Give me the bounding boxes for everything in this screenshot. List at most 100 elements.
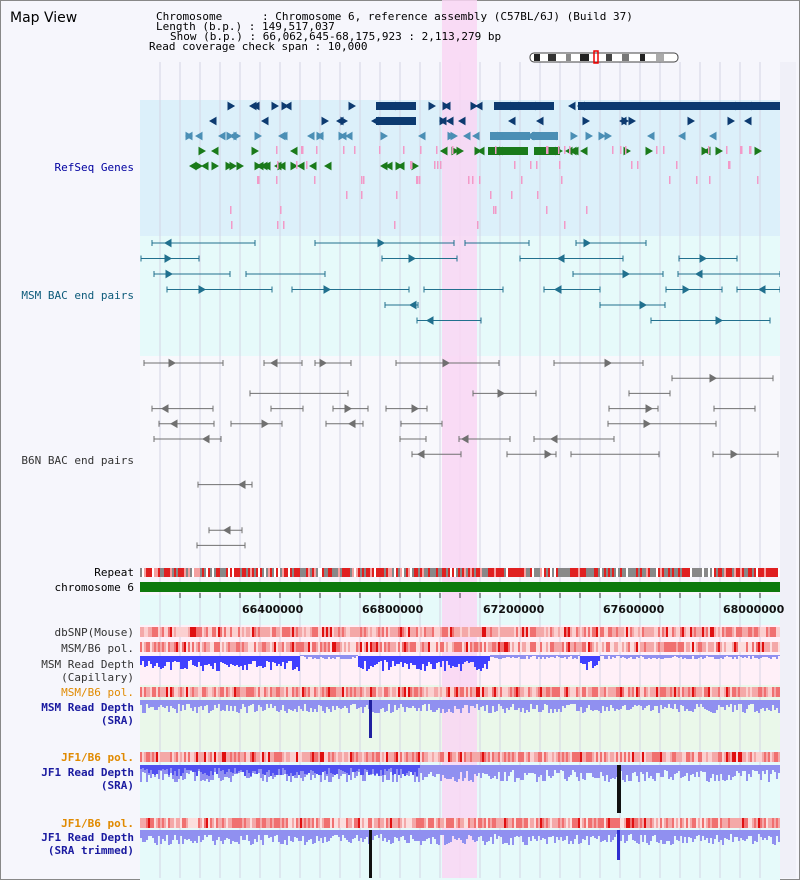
polymorphism-strip-cell: [630, 752, 632, 762]
read-depth-bar: [220, 765, 222, 771]
read-depth-bar: [186, 656, 188, 669]
read-depth-bar: [194, 765, 196, 781]
track-label-b6n-bac[interactable]: B6N BAC end pairs: [21, 454, 134, 467]
polymorphism-strip-cell: [634, 752, 636, 762]
read-depth-bar: [534, 765, 536, 774]
read-depth-bar: [360, 830, 362, 838]
polymorphism-strip-cell: [634, 642, 636, 652]
polymorphism-strip-cell: [520, 642, 522, 652]
read-depth-bar: [458, 700, 460, 709]
polymorphism-strip-cell: [694, 627, 696, 637]
polymorphism-strip-cell: [682, 627, 684, 637]
polymorphism-strip-cell: [338, 642, 340, 652]
read-depth-bar: [378, 700, 380, 713]
polymorphism-strip-cell: [308, 687, 310, 697]
read-depth-bar: [206, 765, 208, 775]
polymorphism-strip-cell: [602, 687, 604, 697]
read-depth-bar: [532, 830, 534, 836]
polymorphism-strip-cell: [282, 627, 284, 637]
b6n-bac-pair-arrow: [261, 419, 269, 429]
b6n-bac-pair-arrow: [604, 358, 612, 368]
repeat-segment: [326, 568, 328, 577]
repeat-segment: [350, 568, 352, 577]
polymorphism-strip-cell: [472, 627, 474, 637]
polymorphism-strip-cell: [670, 818, 672, 828]
read-depth-bar: [332, 830, 334, 836]
repeat-segment: [462, 568, 464, 577]
read-depth-bar: [522, 655, 524, 659]
read-depth-bar: [570, 655, 572, 656]
read-depth-bar: [282, 765, 284, 775]
read-depth-bar: [428, 700, 430, 704]
msm-bac-pair-arrow: [377, 238, 385, 248]
polymorphism-strip-cell: [488, 627, 490, 637]
track-label-jf1-b6-pol-2[interactable]: JF1/B6 pol.: [61, 817, 134, 830]
read-depth-bar: [202, 830, 204, 840]
track-label-jf1-depth-sra[interactable]: JF1 Read Depth: [41, 766, 134, 779]
read-depth-bar: [536, 700, 538, 705]
track-label-msm-b6-pol[interactable]: MSM/B6 pol.: [61, 642, 134, 655]
track-label-msm-depth-sra[interactable]: MSM Read Depth: [41, 701, 134, 714]
polymorphism-strip-cell: [708, 642, 710, 652]
polymorphism-strip-cell: [228, 687, 230, 697]
polymorphism-strip-cell: [540, 752, 542, 762]
polymorphism-strip-cell: [432, 687, 434, 697]
polymorphism-strip-cell: [726, 818, 728, 828]
read-depth-bar: [698, 655, 700, 658]
read-depth-bar: [586, 830, 588, 836]
polymorphism-strip-cell: [758, 642, 760, 652]
track-label-jf1-depth-trimmed[interactable]: JF1 Read Depth: [41, 831, 134, 844]
read-depth-bar: [144, 765, 146, 770]
track-label-jf1-b6-pol[interactable]: JF1/B6 pol.: [61, 751, 134, 764]
polymorphism-strip-cell: [294, 627, 296, 637]
gene-arrow: [418, 131, 426, 141]
read-depth-bar: [470, 830, 472, 836]
track-label-msm-depth-capillary[interactable]: MSM Read Depth: [41, 658, 134, 671]
read-depth-bar: [754, 700, 756, 712]
polymorphism-strip-cell: [622, 627, 624, 637]
track-label-msm-b6-pol-2[interactable]: MSM/B6 pol.: [61, 686, 134, 699]
polymorphism-strip-cell: [210, 818, 212, 828]
read-depth-bar: [546, 765, 548, 770]
track-label-refseq[interactable]: RefSeq Genes: [54, 161, 134, 174]
gene-variant-tick: [361, 176, 363, 184]
polymorphism-strip-cell: [462, 642, 464, 652]
read-depth-bar: [484, 765, 486, 774]
polymorphism-strip-cell: [736, 818, 738, 828]
read-depth-bar: [228, 830, 230, 839]
read-depth-bar: [680, 655, 682, 657]
track-label-dbsnp[interactable]: dbSNP(Mouse): [54, 626, 134, 639]
polymorphism-strip-cell: [548, 687, 550, 697]
read-depth-bar: [352, 765, 354, 772]
msm-bac-pair-arrow: [164, 254, 172, 263]
read-depth-bar: [706, 655, 708, 656]
polymorphism-strip-cell: [608, 642, 610, 652]
repeat-segment: [148, 568, 150, 577]
polymorphism-strip-cell: [690, 642, 692, 652]
polymorphism-strip-cell: [720, 752, 722, 762]
repeat-segment: [762, 568, 764, 577]
read-depth-bar: [452, 765, 454, 777]
read-depth-bar: [602, 655, 604, 656]
polymorphism-strip-cell: [766, 818, 768, 828]
read-depth-bar: [400, 765, 402, 778]
polymorphism-strip-cell: [416, 627, 418, 637]
read-depth-bar: [682, 830, 684, 843]
read-depth-bar: [332, 655, 334, 658]
polymorphism-strip-cell: [760, 687, 762, 697]
gene-variant-tick: [379, 146, 381, 154]
repeat-segment: [702, 568, 704, 577]
polymorphism-strip-cell: [314, 642, 316, 652]
read-depth-bar: [610, 765, 612, 779]
polymorphism-strip-cell: [726, 627, 728, 637]
polymorphism-strip-cell: [724, 818, 726, 828]
polymorphism-strip-cell: [620, 818, 622, 828]
polymorphism-strip-cell: [206, 642, 208, 652]
track-label-repeat[interactable]: Repeat: [94, 566, 134, 579]
track-label-msm-bac[interactable]: MSM BAC end pairs: [21, 289, 134, 302]
repeat-segment: [744, 568, 746, 577]
gene-arrow: [502, 146, 510, 156]
read-depth-bar: [776, 830, 778, 836]
polymorphism-strip-cell: [262, 627, 264, 637]
